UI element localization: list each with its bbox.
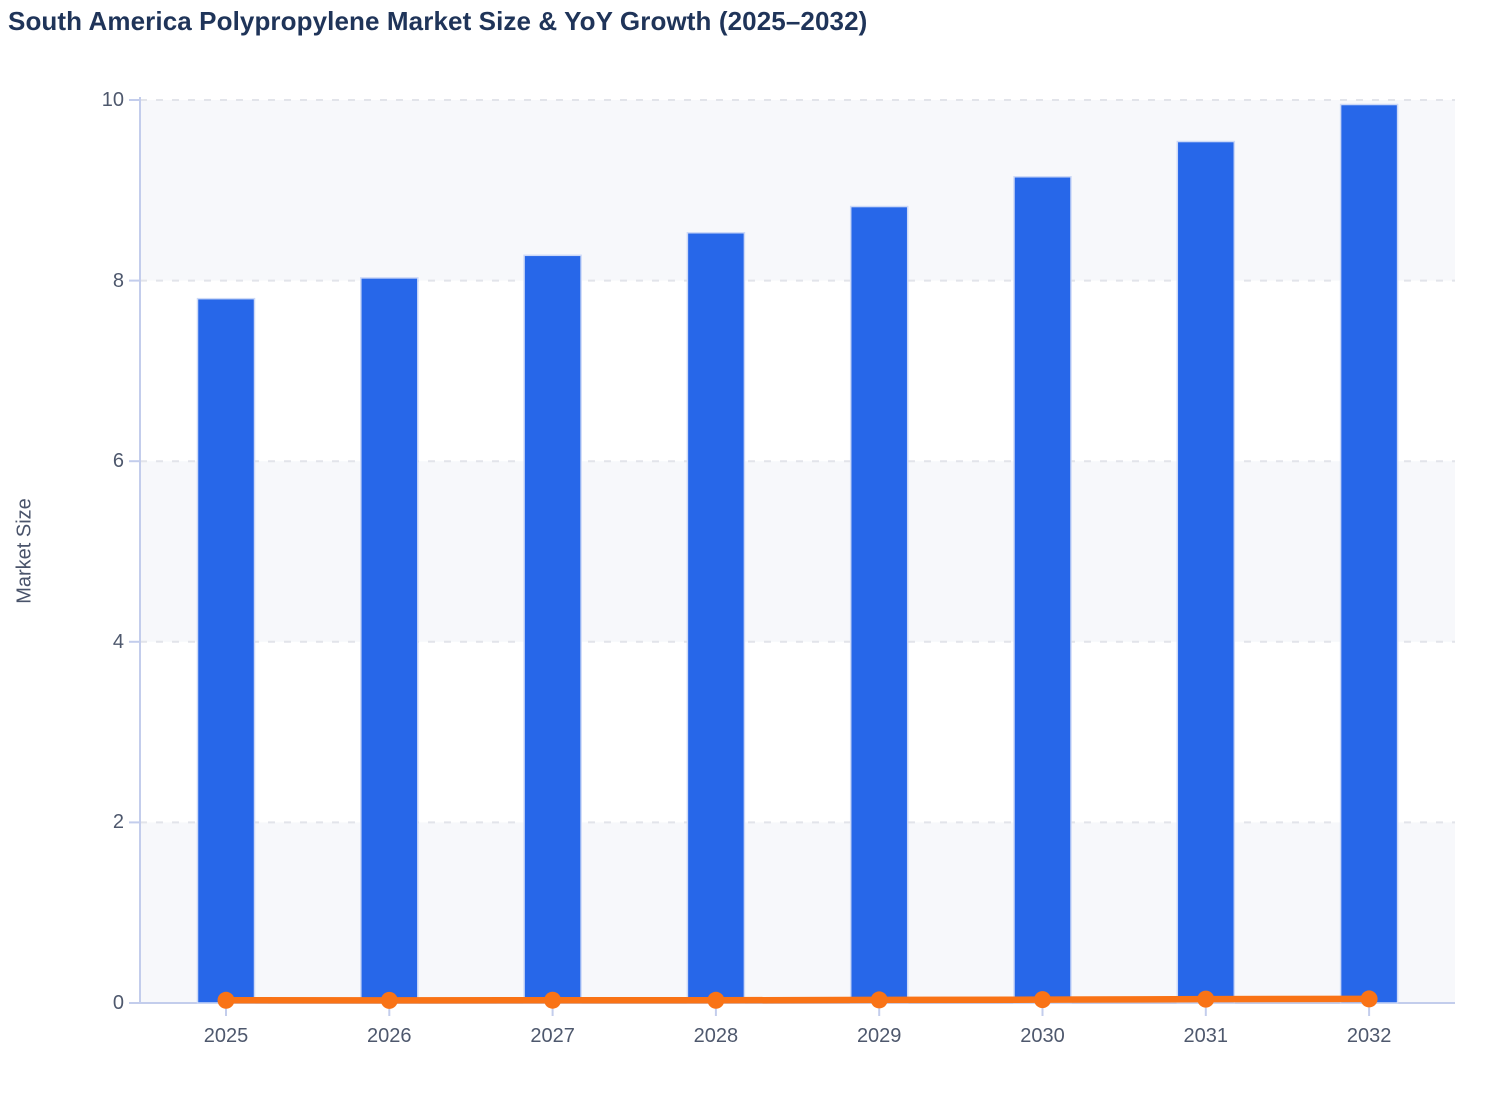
bar-2030[interactable] xyxy=(1013,176,1072,1004)
chart-title: South America Polypropylene Market Size … xyxy=(8,6,868,36)
x-tick-label-2027: 2027 xyxy=(530,1025,575,1047)
yoy-point-2032[interactable] xyxy=(1360,990,1378,1008)
y-tick-label-2: 2 xyxy=(112,811,124,834)
yoy-point-2029[interactable] xyxy=(870,991,888,1009)
bar-2029[interactable] xyxy=(849,205,909,1004)
y-tick-label-10: 10 xyxy=(101,89,124,111)
x-tick-label-2029: 2029 xyxy=(856,1025,902,1047)
yoy-point-2025[interactable] xyxy=(217,991,235,1009)
y-tick-label-4: 4 xyxy=(112,630,124,653)
x-tick-label-2025: 2025 xyxy=(203,1025,249,1047)
yoy-point-2026[interactable] xyxy=(380,991,398,1009)
yoy-point-2031[interactable] xyxy=(1197,990,1215,1008)
x-tick-label-2026: 2026 xyxy=(367,1025,412,1047)
bar-2025[interactable] xyxy=(196,297,256,1004)
plot-band xyxy=(141,822,1455,1003)
x-tick-label-2032: 2032 xyxy=(1346,1025,1392,1047)
yoy-point-2028[interactable] xyxy=(707,991,725,1009)
yoy-line[interactable] xyxy=(222,995,1373,1004)
yoy-point-2030[interactable] xyxy=(1034,991,1051,1009)
bar-2027[interactable] xyxy=(523,254,582,1004)
y-tick-label-8: 8 xyxy=(112,269,124,292)
bar-2026[interactable] xyxy=(360,277,419,1004)
x-tick-label-2031: 2031 xyxy=(1183,1025,1229,1047)
bar-2032[interactable] xyxy=(1339,103,1399,1004)
y-tick-label-0: 0 xyxy=(112,992,124,1014)
yoy-point-2027[interactable] xyxy=(544,991,562,1009)
plot-band xyxy=(141,100,1455,281)
bar-2031[interactable] xyxy=(1176,140,1236,1004)
bar-2028[interactable] xyxy=(686,231,746,1004)
x-tick-label-2028: 2028 xyxy=(693,1025,739,1047)
plot-band xyxy=(141,461,1455,642)
x-tick-label-2030: 2030 xyxy=(1020,1025,1065,1047)
y-tick-label-6: 6 xyxy=(112,450,124,473)
